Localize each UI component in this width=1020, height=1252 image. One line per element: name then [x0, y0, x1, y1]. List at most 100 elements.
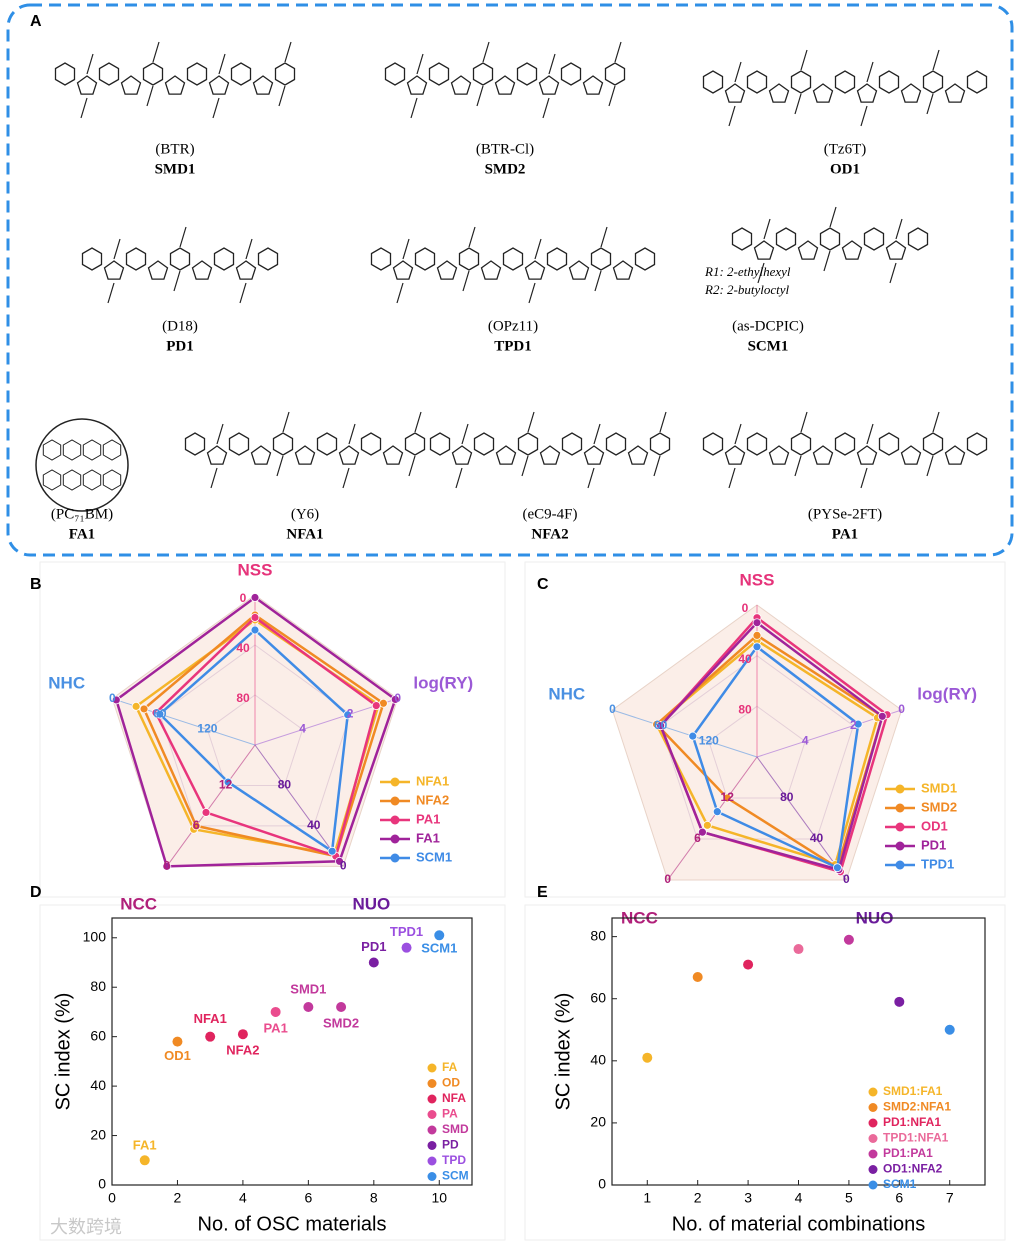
data-point: [335, 856, 344, 866]
molecule-ring: [436, 260, 458, 280]
tick-label: 40: [307, 818, 321, 832]
data-point: [401, 942, 412, 953]
legend-label: SMD2:NFA1: [883, 1100, 951, 1114]
tick-label: 60: [153, 706, 167, 720]
molecule-ring: [316, 432, 338, 456]
molecule-ring: [494, 75, 516, 95]
data-point: [642, 1052, 653, 1063]
molecule-ring: [568, 260, 590, 280]
axis-line: [612, 709, 758, 758]
molecule-ring: [538, 75, 560, 95]
molecule-ring: [230, 62, 252, 86]
molecule-bond: [860, 105, 868, 127]
molecule-ring: [790, 70, 812, 94]
molecule-bond: [728, 467, 736, 489]
data-point: [894, 996, 905, 1007]
y-tick-label: 80: [90, 978, 106, 994]
molecule-bond: [587, 467, 595, 489]
point-label: SCM1: [421, 941, 457, 956]
molecule-ring: [451, 445, 473, 465]
molecule-bond: [593, 423, 601, 445]
y-tick-label: 0: [98, 1176, 106, 1192]
molecule-bond: [218, 53, 226, 75]
molecule-bond: [653, 455, 661, 477]
molecule-bond: [542, 97, 550, 119]
x-tick-label: 1: [643, 1190, 651, 1206]
molecule-ring: [382, 445, 404, 465]
legend-label: PD1: [921, 837, 946, 852]
data-point: [223, 777, 233, 787]
molecule-bond: [402, 238, 410, 260]
molecule-ring: [944, 83, 966, 103]
point-label: NFA1: [194, 1011, 227, 1026]
molecule-bond: [86, 53, 94, 75]
molecule-bond: [216, 423, 224, 445]
molecule-ring: [473, 432, 495, 456]
data-point: [250, 613, 260, 622]
data-point: [336, 1002, 347, 1012]
molecule-bond: [210, 467, 218, 489]
point-label: FA1: [133, 1138, 157, 1153]
molecule-ring: [583, 445, 605, 465]
data-point: [698, 827, 707, 837]
y-tick-label: 40: [90, 1077, 106, 1093]
molecule-ring: [54, 62, 76, 86]
panel-label: A: [30, 13, 42, 30]
molecule-bond: [734, 423, 742, 445]
molecule-bond: [866, 61, 874, 83]
axis-label: NSS: [740, 570, 775, 589]
molecule-ring: [206, 445, 228, 465]
point-label: PA1: [263, 1020, 287, 1035]
data-point: [250, 593, 260, 602]
molecule-ring: [76, 75, 98, 95]
molecule-ring: [834, 432, 856, 456]
molecule-ring: [428, 62, 450, 86]
data-point: [743, 959, 754, 970]
legend-marker: [427, 1172, 437, 1181]
molecule-ring: [634, 247, 656, 271]
molecule-bond: [527, 411, 535, 433]
legend-label: FA: [442, 1060, 458, 1074]
molecule-ring: [517, 432, 539, 456]
molecule-bond: [794, 93, 802, 115]
legend-label: NFA: [442, 1091, 466, 1105]
molecule-bond: [408, 455, 416, 477]
molecule-code: SMD2: [485, 161, 526, 177]
molecule-bond: [173, 270, 181, 292]
y-axis-label: SC index (%): [52, 993, 74, 1111]
panel-label: D: [30, 884, 42, 901]
molecule-ring: [147, 260, 169, 280]
fullerene: [35, 418, 129, 512]
molecule-ring: [724, 445, 746, 465]
molecule-bond: [734, 61, 742, 83]
axis-line: [166, 744, 256, 867]
tick-label: 0: [609, 702, 616, 716]
molecule-bond: [932, 411, 940, 433]
axis-line: [667, 756, 758, 881]
molecule-bond: [932, 49, 940, 71]
molecule-code: PD1: [166, 338, 194, 354]
molecule-ring: [524, 260, 546, 280]
molecule-bond: [926, 93, 934, 115]
data-point: [944, 1024, 955, 1035]
annotation: R1: 2-ethylhexyl: [704, 264, 791, 279]
molecule-ring: [250, 445, 272, 465]
molecule-code: PA1: [832, 526, 858, 542]
molecule-ring: [406, 75, 428, 95]
molecule-ring: [102, 439, 122, 461]
data-point: [139, 704, 149, 714]
x-tick-label: 10: [431, 1190, 447, 1206]
molecule-name: (PYSe-2FT): [808, 506, 882, 522]
molecule-ring: [885, 240, 907, 260]
legend-label: SMD1:FA1: [883, 1084, 943, 1098]
y-tick-label: 40: [590, 1052, 606, 1068]
molecule-ring: [768, 445, 790, 465]
data-point: [434, 930, 445, 941]
legend-label: SCM: [442, 1169, 469, 1183]
molecule-ring: [404, 432, 426, 456]
tick-label: 60: [654, 718, 668, 732]
molecule-bond: [146, 85, 154, 107]
panel-label: C: [537, 576, 549, 593]
legend-marker: [427, 1110, 437, 1119]
legend-label: SCM1: [416, 849, 452, 864]
